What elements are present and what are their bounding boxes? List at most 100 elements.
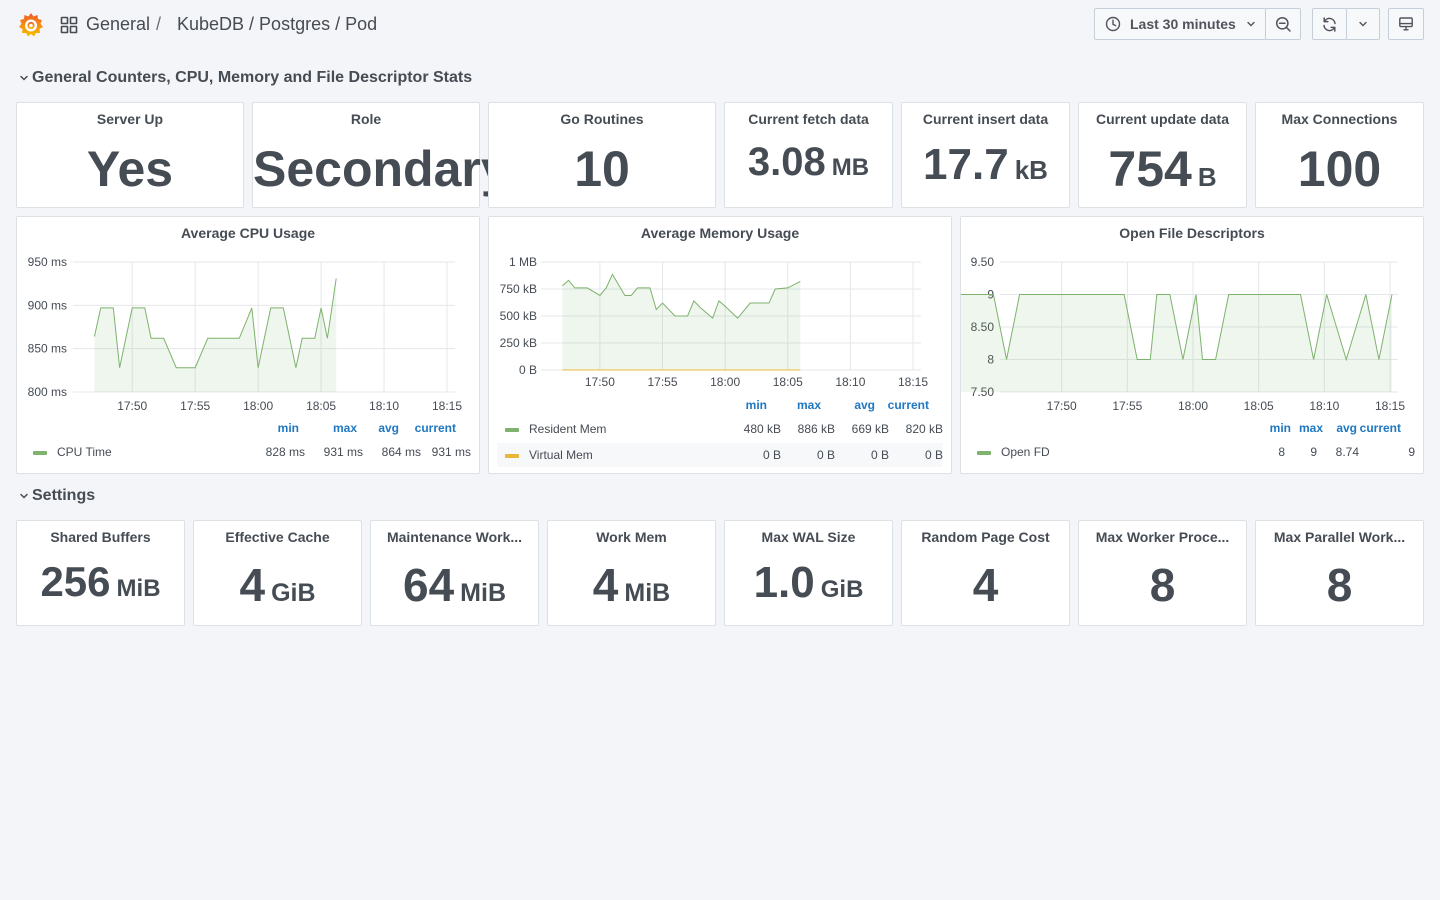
legend-header-max[interactable]: max <box>332 421 357 435</box>
panel-current-insert-data[interactable]: Current insert data 17.7 kB <box>901 102 1070 208</box>
top-navbar: General / KubeDB / Postgres / Pod Last 3… <box>0 0 1440 50</box>
stat-value: 10 <box>574 141 630 197</box>
panel-average-memory-usage[interactable]: Average Memory Usage 1 MB 750 kB 500 kB 250… <box>488 216 952 474</box>
panel-effective-cache[interactable]: Effective Cache 4 GiB <box>193 520 362 626</box>
panel-title: Go Routines <box>560 111 644 127</box>
row-title-text: Settings <box>32 487 96 504</box>
series-name[interactable]: CPU Time <box>57 445 112 459</box>
x-tick-label: 18:05 <box>306 399 336 413</box>
zoom-out-button[interactable] <box>1265 8 1301 40</box>
panel-max-wal-size[interactable]: Max WAL Size 1.0 GiB <box>724 520 893 626</box>
row-header-settings[interactable]: Settings <box>18 487 95 505</box>
refresh-interval-dropdown[interactable] <box>1346 8 1380 40</box>
stat-value: 1.0 GiB <box>753 558 864 607</box>
panel-maintenance-work-mem[interactable]: Maintenance Work... 64 MiB <box>370 520 539 626</box>
legend-header-avg[interactable]: avg <box>1336 421 1357 435</box>
series-max: 931 ms <box>323 445 363 459</box>
panel-title: Max Connections <box>1281 111 1398 127</box>
x-tick-label: 18:15 <box>898 375 928 389</box>
series-name[interactable]: Open FD <box>1001 445 1050 459</box>
panel-work-mem[interactable]: Work Mem 4 MiB <box>547 520 716 626</box>
x-tick-label: 18:00 <box>710 375 740 389</box>
y-tick-label: 900 ms <box>28 298 67 312</box>
panel-average-cpu-usage[interactable]: Average CPU Usage 950 ms 900 ms 850 ms 800 … <box>16 216 480 474</box>
series-color-swatch[interactable] <box>505 454 519 458</box>
stat-value: 754 B <box>1108 141 1217 197</box>
cpu-usage-chart[interactable]: 950 ms 900 ms 850 ms 800 ms 17:50 17:55 18:00 1… <box>17 217 481 475</box>
legend-item-virtual-mem[interactable]: Virtual Mem 0 B 0 B 0 B 0 B <box>497 443 943 467</box>
panel-max-connections[interactable]: Max Connections 100 <box>1255 102 1424 208</box>
legend-header-max[interactable]: max <box>1298 421 1323 435</box>
x-tick-label: 17:55 <box>1112 399 1142 413</box>
series-color-swatch[interactable] <box>33 451 47 455</box>
x-tick-label: 18:00 <box>1178 399 1208 413</box>
y-tick-label: 8 <box>987 353 994 367</box>
panel-current-update-data[interactable]: Current update data 754 B <box>1078 102 1247 208</box>
legend-header-avg[interactable]: avg <box>378 421 399 435</box>
legend-header-min[interactable]: min <box>1269 421 1291 435</box>
series-line[interactable] <box>961 294 1393 362</box>
legend-item-resident-mem[interactable]: Resident Mem 480 kB 886 kB 669 kB 820 kB <box>497 417 943 441</box>
legend-item-open-fd[interactable]: Open FD 8 9 8.74 9 <box>969 440 1415 464</box>
refresh-icon <box>1323 16 1336 32</box>
dashboard-title[interactable]: KubeDB / Postgres / Pod <box>177 14 378 34</box>
series-name[interactable]: Resident Mem <box>529 422 607 436</box>
x-tick-label: 18:10 <box>1309 399 1339 413</box>
chevron-down-icon <box>1247 21 1255 27</box>
chevron-down-icon <box>1359 21 1367 27</box>
legend-header-current[interactable]: current <box>1359 421 1401 435</box>
series-color-swatch[interactable] <box>505 428 519 432</box>
panel-role[interactable]: Role Secondary <box>252 102 509 208</box>
legend-header-avg[interactable]: avg <box>854 398 875 412</box>
panel-random-page-cost[interactable]: Random Page Cost 4 <box>901 520 1070 626</box>
panel-max-parallel-workers[interactable]: Max Parallel Work... 8 <box>1255 520 1424 626</box>
y-tick-label: 500 kB <box>500 309 537 323</box>
x-tick-label: 17:55 <box>180 399 210 413</box>
dashboard-grid-icon[interactable] <box>60 16 78 34</box>
x-tick-label: 18:15 <box>1375 399 1405 413</box>
memory-usage-chart[interactable]: 1 MB 750 kB 500 kB 250 kB 0 B 17:50 17:55 18:00… <box>489 217 953 475</box>
y-tick-label: 9.50 <box>971 255 995 269</box>
series-color-swatch[interactable] <box>977 451 991 455</box>
legend-header-min[interactable]: min <box>745 398 767 412</box>
series-avg: 864 ms <box>381 445 421 459</box>
zoom-out-icon <box>1275 16 1291 32</box>
y-tick-label: 800 ms <box>28 385 67 399</box>
legend-header-max[interactable]: max <box>796 398 821 412</box>
open-fd-chart[interactable]: 9.50 9 8.50 8 7.50 17:50 17:55 18:00 18:05 18:10 1… <box>961 217 1425 475</box>
refresh-button[interactable] <box>1312 8 1347 40</box>
series-max: 9 <box>1310 445 1317 459</box>
breadcrumb-folder-link[interactable]: General <box>86 14 151 34</box>
row-header-general-counters[interactable]: General Counters, CPU, Memory and File D… <box>18 69 472 87</box>
panel-server-up[interactable]: Server Up Yes <box>16 102 244 208</box>
y-tick-label: 750 kB <box>500 282 537 296</box>
tv-mode-button[interactable] <box>1388 8 1424 40</box>
panel-title: Server Up <box>96 111 164 127</box>
series-area <box>961 294 1392 392</box>
legend-item-cpu-time[interactable]: CPU Time 828 ms 931 ms 864 ms 931 ms <box>25 440 471 464</box>
panel-shared-buffers[interactable]: Shared Buffers 256 MiB <box>16 520 185 626</box>
series-line[interactable] <box>562 273 801 320</box>
panel-go-routines[interactable]: Go Routines 10 <box>488 102 716 208</box>
stat-value: 3.08 MB <box>747 140 870 184</box>
legend-header-current[interactable]: current <box>887 398 929 412</box>
panel-current-fetch-data[interactable]: Current fetch data 3.08 MB <box>724 102 893 208</box>
stat-value: 8 <box>1149 559 1176 611</box>
series-line[interactable] <box>93 278 337 369</box>
x-tick-label: 17:50 <box>117 399 147 413</box>
stat-value: 100 <box>1297 141 1382 197</box>
time-range-picker-button[interactable]: Last 30 minutes <box>1094 8 1266 40</box>
series-current: 9 <box>1408 445 1415 459</box>
legend-header-current[interactable]: current <box>414 421 456 435</box>
panel-title: Max WAL Size <box>761 529 856 545</box>
series-name[interactable]: Virtual Mem <box>529 448 593 462</box>
chevron-down-icon <box>20 75 28 81</box>
panel-open-file-descriptors[interactable]: Open File Descriptors 9.50 9 8.50 8 7.50 17:5… <box>960 216 1424 474</box>
panel-max-worker-processes[interactable]: Max Worker Proce... 8 <box>1078 520 1247 626</box>
grafana-logo-icon[interactable] <box>17 11 45 39</box>
panel-title: Shared Buffers <box>50 529 151 545</box>
time-range-label: Last 30 minutes <box>1130 16 1236 32</box>
y-tick-label: 950 ms <box>28 255 67 269</box>
panel-title: Effective Cache <box>225 529 330 545</box>
legend-header-min[interactable]: min <box>277 421 299 435</box>
